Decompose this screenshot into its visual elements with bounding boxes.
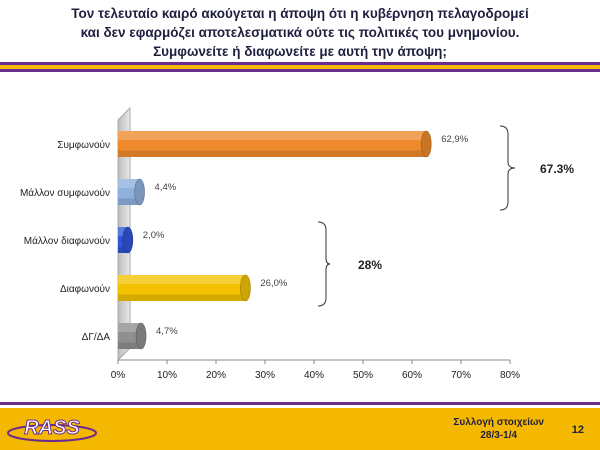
page-number: 12 (571, 424, 584, 436)
fieldwork-label: Συλλογή στοιχείων (453, 417, 544, 428)
value-label: 4,4% (155, 182, 177, 193)
category-label: Συμφωνούν (57, 139, 110, 151)
bar-shadow (118, 294, 246, 301)
title-line-3: Συμφωνείτε ή διαφωνείτε με αυτή την άποψ… (153, 44, 447, 59)
bar-shadow (118, 342, 142, 349)
category-label: Μάλλον συμφωνούν (20, 187, 110, 199)
bar-end-cap (135, 322, 147, 350)
value-label: 62,9% (441, 134, 468, 145)
bar-highlight (118, 275, 246, 285)
x-tick-label: 40% (304, 370, 324, 381)
title-line-1: Τον τελευταίο καιρό ακούγεται η άποψη ότ… (71, 6, 529, 21)
bar-shadow (118, 150, 427, 157)
x-tick-label: 70% (451, 370, 471, 381)
group-bracket (317, 221, 331, 307)
header-stripe-purple-top (0, 62, 600, 65)
footer-stripe-purple (0, 402, 600, 405)
footer: RASS Συλλογή στοιχείων 28/3-1/4 12 (0, 408, 600, 450)
group-total-label: 67.3% (540, 162, 574, 176)
x-tick-label: 50% (353, 370, 373, 381)
rass-logo: RASS (7, 417, 97, 442)
fieldwork-note: Συλλογή στοιχείων 28/3-1/4 (453, 416, 544, 442)
header-stripe-purple-bottom (0, 69, 600, 72)
bar-highlight (118, 179, 140, 189)
bar-highlight (118, 323, 142, 333)
bar-end-cap (420, 130, 432, 158)
category-label: Μάλλον διαφωνούν (24, 235, 110, 247)
x-tick-label: 80% (500, 370, 520, 381)
x-tick-label: 20% (206, 370, 226, 381)
header-stripe-gold (0, 65, 600, 69)
value-label: 2,0% (143, 230, 165, 241)
bar-shadow (118, 198, 140, 205)
group-bracket (499, 125, 516, 211)
group-total-label: 28% (358, 258, 382, 272)
value-label: 26,0% (260, 278, 287, 289)
bar-chart: 0% 10% 20% 30% 40% 50% 60% 70% 80% Συμφωνούν 62,9%… (20, 107, 574, 381)
value-label: 4,7% (156, 326, 178, 337)
x-tick-label: 10% (157, 370, 177, 381)
bar-highlight (118, 227, 128, 237)
bar-shadow (118, 246, 128, 253)
x-tick-label: 60% (402, 370, 422, 381)
bar-end-cap (240, 274, 251, 302)
title-line-2: και δεν εφαρμόζει αποτελεσματικά ούτε τι… (80, 25, 520, 40)
logo-text: RASS (24, 417, 80, 439)
bar-highlight (118, 131, 427, 141)
fieldwork-dates: 28/3-1/4 (480, 430, 518, 441)
x-tick-label: 30% (255, 370, 275, 381)
chart-area: 0% 10% 20% 30% 40% 50% 60% 70% 80% Συμφωνούν 62,9%… (0, 80, 600, 400)
chart-title: Τον τελευταίο καιρό ακούγεται η άποψη ότ… (0, 4, 600, 61)
bar-end-cap (134, 178, 145, 206)
bar-end-cap (122, 226, 134, 254)
category-label: ΔΓ/ΔΑ (82, 332, 111, 343)
category-label: Διαφωνούν (60, 283, 110, 295)
x-tick-label: 0% (111, 370, 126, 381)
